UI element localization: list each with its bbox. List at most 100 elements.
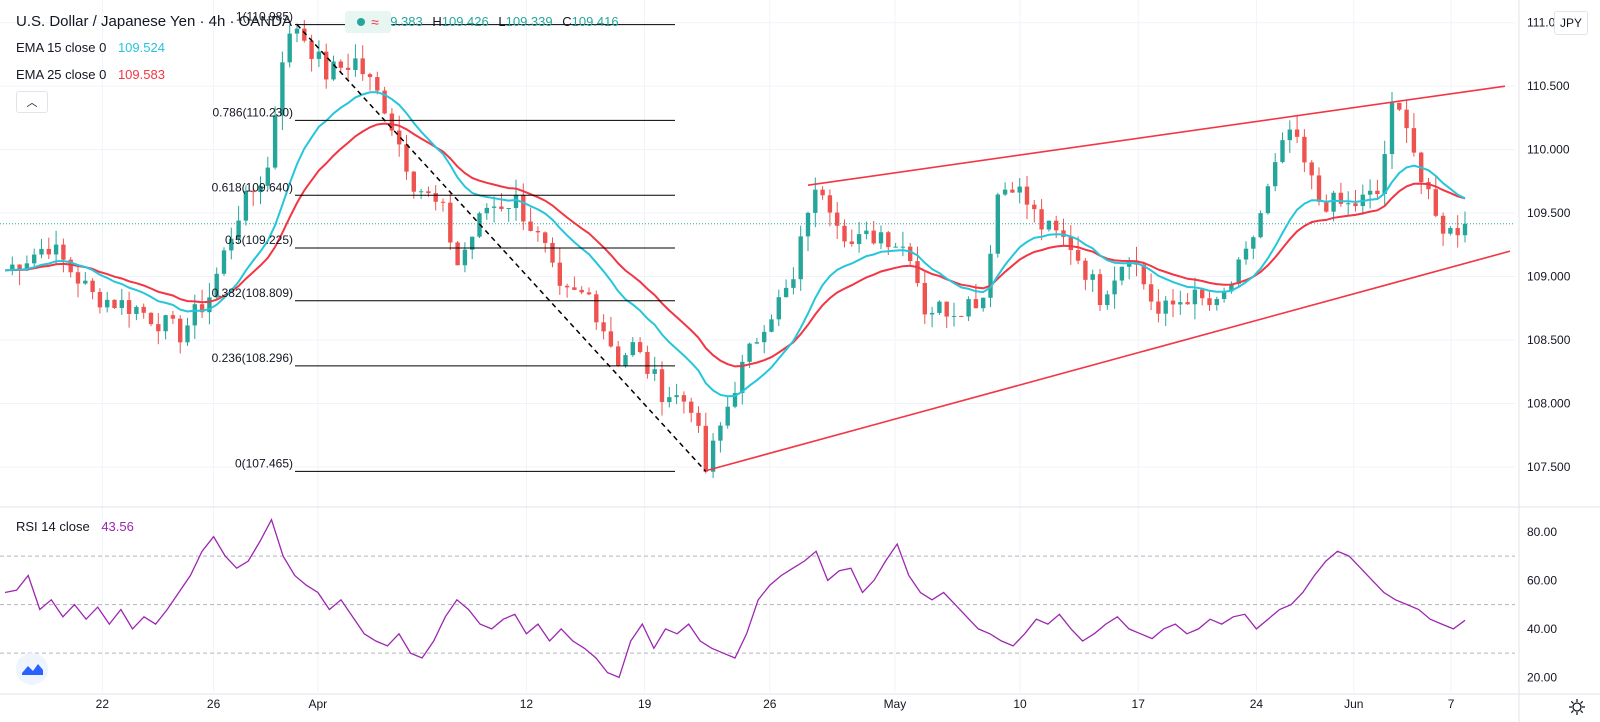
settings-button[interactable]	[1568, 698, 1586, 716]
candle-body	[1207, 298, 1212, 306]
candle-body	[236, 220, 241, 239]
candle-body	[229, 238, 234, 251]
candle-body	[148, 312, 154, 325]
candle-body	[1273, 162, 1278, 187]
candle-body	[39, 248, 44, 255]
candle-body	[1002, 189, 1008, 195]
ema15-legend[interactable]: EMA 15 close 0 109.524	[16, 40, 165, 55]
candle-body	[827, 195, 833, 213]
candle-body	[915, 261, 920, 284]
candle-body	[813, 189, 818, 213]
candle-body	[1258, 213, 1263, 238]
rsi-pane	[0, 518, 1515, 679]
ema25-value: 109.583	[117, 67, 165, 82]
candle-body	[119, 300, 124, 308]
candle-body	[353, 58, 358, 70]
tradingview-logo-icon	[22, 664, 43, 675]
time-tick-label: 26	[763, 697, 777, 711]
candle-body	[221, 250, 227, 274]
collapse-legend-button[interactable]: ︿	[16, 91, 48, 113]
rsi-tick-label: 60.00	[1527, 573, 1557, 587]
candle-body	[53, 244, 59, 255]
candle-body	[630, 342, 635, 356]
ema25-legend[interactable]: EMA 25 close 0 109.583	[16, 67, 165, 82]
candle-body	[1054, 220, 1059, 231]
ema15-line	[4, 91, 1466, 398]
ohlc-group: O109.383 H109.426 L109.339 C109.416	[366, 14, 619, 29]
low-key: L	[498, 14, 506, 29]
rsi-tick-label: 80.00	[1527, 525, 1557, 539]
candle-body	[944, 301, 949, 317]
market-status-badge[interactable]: ≈	[345, 11, 391, 33]
ema15-label: EMA 15 close 0	[16, 40, 107, 55]
candle-body	[251, 190, 256, 193]
candle-body	[908, 246, 913, 262]
price-tick-label: 108.500	[1527, 333, 1571, 347]
candle-body	[1375, 190, 1380, 194]
candle-body	[1243, 248, 1249, 260]
candle-body	[1331, 192, 1336, 212]
candle-body	[411, 171, 416, 192]
candle-body	[995, 194, 1000, 254]
candle-body	[1280, 140, 1285, 163]
candle-body	[324, 51, 329, 80]
rsi-line	[4, 518, 1466, 679]
time-tick-label: 7	[1448, 697, 1455, 711]
candle-body	[1324, 201, 1329, 212]
candle-body	[689, 401, 694, 413]
price-tick-label: 108.000	[1527, 396, 1571, 410]
candle-body	[1440, 215, 1446, 234]
approx-icon: ≈	[371, 14, 379, 30]
time-tick-label: 22	[96, 697, 110, 711]
candle-body	[1178, 302, 1183, 305]
candle-body	[1185, 302, 1190, 305]
time-tick-label: 26	[207, 697, 221, 711]
candle-body	[966, 299, 971, 317]
price-tick-label: 109.500	[1527, 206, 1571, 220]
candle-body	[951, 315, 957, 317]
candle-body	[280, 62, 285, 116]
candle-body	[703, 425, 708, 472]
candle-body	[426, 191, 431, 194]
candle-body	[1382, 154, 1387, 194]
candle-body	[105, 299, 110, 308]
candle-body	[740, 361, 745, 393]
wedge-lower-line	[705, 250, 1511, 472]
candle-body	[1141, 264, 1146, 285]
currency-button[interactable]: JPY	[1554, 11, 1588, 35]
candle-body	[1404, 109, 1409, 129]
candle-body	[835, 212, 840, 226]
wedge-upper-line	[807, 85, 1506, 186]
candle-body	[1389, 102, 1395, 155]
fib-level-label: 0.236(108.296)	[212, 351, 293, 365]
candle-body	[10, 264, 15, 271]
candle-body	[1302, 136, 1307, 163]
candle-body	[886, 232, 891, 248]
candle-body	[1156, 301, 1161, 314]
time-tick-label: Apr	[309, 697, 328, 711]
candle-body	[725, 406, 730, 426]
candle-body	[382, 90, 387, 114]
candle-body	[1075, 250, 1081, 261]
time-tick-label: 10	[1013, 697, 1027, 711]
candle-body	[667, 397, 672, 403]
tradingview-logo[interactable]	[16, 653, 48, 685]
candle-body	[32, 254, 37, 264]
candle-body	[287, 33, 292, 63]
close-key: C	[562, 14, 572, 29]
candle-body	[521, 194, 526, 222]
candle-body	[674, 395, 679, 398]
status-dot-icon	[357, 18, 366, 26]
time-tick-label: 17	[1132, 697, 1146, 711]
candle-body	[798, 236, 803, 280]
fib-level-label: 0.618(109.640)	[212, 180, 293, 194]
candle-body	[134, 306, 139, 314]
candle-body	[491, 206, 497, 208]
candle-body	[199, 304, 205, 313]
candle-body	[17, 264, 22, 271]
rsi-legend[interactable]: RSI 14 close 43.56	[16, 519, 134, 534]
candle-body	[513, 194, 519, 208]
candle-body	[1163, 300, 1168, 314]
candle-body	[185, 325, 190, 343]
